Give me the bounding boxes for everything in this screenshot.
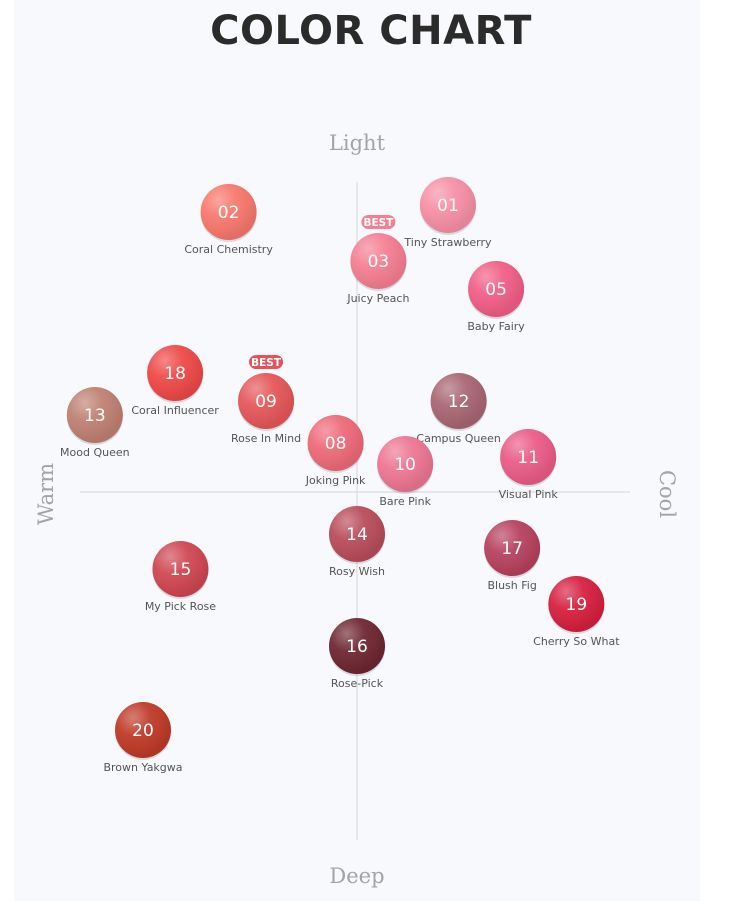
swatch-name-label: Campus Queen: [416, 432, 500, 445]
swatch-gloss: [419, 177, 476, 233]
swatch-gloss: [66, 387, 123, 443]
swatch-gloss: [548, 576, 605, 632]
swatch-name-label: Blush Fig: [487, 579, 536, 592]
swatch-gloss: [468, 261, 525, 317]
swatch-number: 05: [485, 280, 507, 300]
swatch-number: 01: [437, 196, 459, 216]
swatch-name-label: Juicy Peach: [346, 292, 409, 305]
swatch-number: 13: [84, 406, 106, 426]
best-badge-label: BEST: [363, 217, 394, 229]
swatch-gloss: [307, 415, 364, 471]
swatch-05: 05 Baby Fairy: [467, 261, 525, 333]
swatch-01: 01 Tiny Strawberry: [403, 177, 492, 249]
swatch-gloss: [152, 541, 209, 597]
swatch-name-label: Joking Pink: [305, 474, 366, 487]
swatch-14: 14 Rosy Wish: [329, 506, 385, 578]
swatch-08: 08 Joking Pink: [305, 415, 366, 487]
swatch-02: 02 Coral Chemistry: [184, 184, 273, 256]
swatch-18: 18 Coral Influencer: [131, 345, 219, 417]
swatch-09: 09 Rose In Mind BEST: [231, 355, 301, 445]
swatch-name-label: Rosy Wish: [329, 565, 385, 578]
swatch-19: 19 Cherry So What: [533, 576, 620, 648]
swatch-name-label: Visual Pink: [499, 488, 559, 501]
swatch-gloss: [329, 618, 385, 674]
swatch-gloss: [115, 702, 171, 758]
swatch-gloss: [238, 373, 295, 429]
swatch-name-label: Rose In Mind: [231, 432, 301, 445]
swatch-number: 20: [132, 721, 154, 741]
swatch-name-label: Rose-Pick: [331, 677, 384, 690]
swatch-13: 13 Mood Queen: [60, 387, 130, 459]
swatch-gloss: [200, 184, 257, 240]
swatch-name-label: Coral Influencer: [131, 404, 219, 417]
axis-label-light: Light: [329, 131, 386, 155]
best-badge-label: BEST: [251, 357, 282, 369]
swatch-20: 20 Brown Yakgwa: [103, 702, 183, 774]
swatch-number: 15: [170, 560, 192, 580]
axis-label-deep: Deep: [329, 864, 384, 888]
swatch-number: 02: [218, 203, 240, 223]
best-badge: [249, 355, 284, 369]
swatch-gloss: [430, 373, 487, 429]
axis-label-warm: Warm: [34, 463, 58, 525]
swatch-name-label: Brown Yakgwa: [103, 761, 182, 774]
swatch-name-label: Coral Chemistry: [184, 243, 273, 256]
chart-title: COLOR CHART: [210, 8, 532, 54]
swatch-name-label: Mood Queen: [60, 446, 130, 459]
swatch-gloss: [147, 345, 204, 401]
swatch-number: 16: [346, 637, 368, 657]
swatch-points: 01 Tiny Strawberry 02 Coral Chemistry 03 Juic…: [60, 177, 620, 774]
swatch-12: 12 Campus Queen: [416, 373, 501, 445]
swatch-name-label: Cherry So What: [533, 635, 620, 648]
swatch-gloss: [377, 436, 434, 492]
swatch-11: 11 Visual Pink: [499, 429, 559, 501]
swatch-name-label: Tiny Strawberry: [403, 236, 492, 249]
swatch-number: 03: [368, 252, 390, 272]
swatch-number: 18: [164, 364, 186, 384]
swatch-number: 14: [346, 525, 368, 545]
swatch-15: 15 My Pick Rose: [145, 541, 216, 613]
swatch-number: 12: [448, 392, 470, 412]
swatch-03: 03 Juicy Peach BEST: [346, 215, 409, 305]
axis-label-cool: Cool: [655, 470, 679, 518]
swatch-gloss: [500, 429, 557, 485]
swatch-number: 08: [325, 434, 347, 454]
swatch-name-label: Bare Pink: [379, 495, 431, 508]
swatch-10: 10 Bare Pink: [377, 436, 434, 508]
swatch-name-label: My Pick Rose: [145, 600, 216, 613]
swatch-gloss: [329, 506, 385, 562]
swatch-number: 17: [501, 539, 523, 559]
best-badge: [361, 215, 396, 229]
swatch-gloss: [484, 520, 541, 576]
swatch-17: 17 Blush Fig: [484, 520, 541, 592]
swatch-number: 09: [255, 392, 277, 412]
swatch-number: 10: [394, 455, 416, 475]
swatch-16: 16 Rose-Pick: [329, 618, 385, 690]
swatch-number: 11: [517, 448, 539, 468]
swatch-number: 19: [566, 595, 588, 615]
swatch-gloss: [350, 233, 407, 289]
swatch-name-label: Baby Fairy: [467, 320, 525, 333]
